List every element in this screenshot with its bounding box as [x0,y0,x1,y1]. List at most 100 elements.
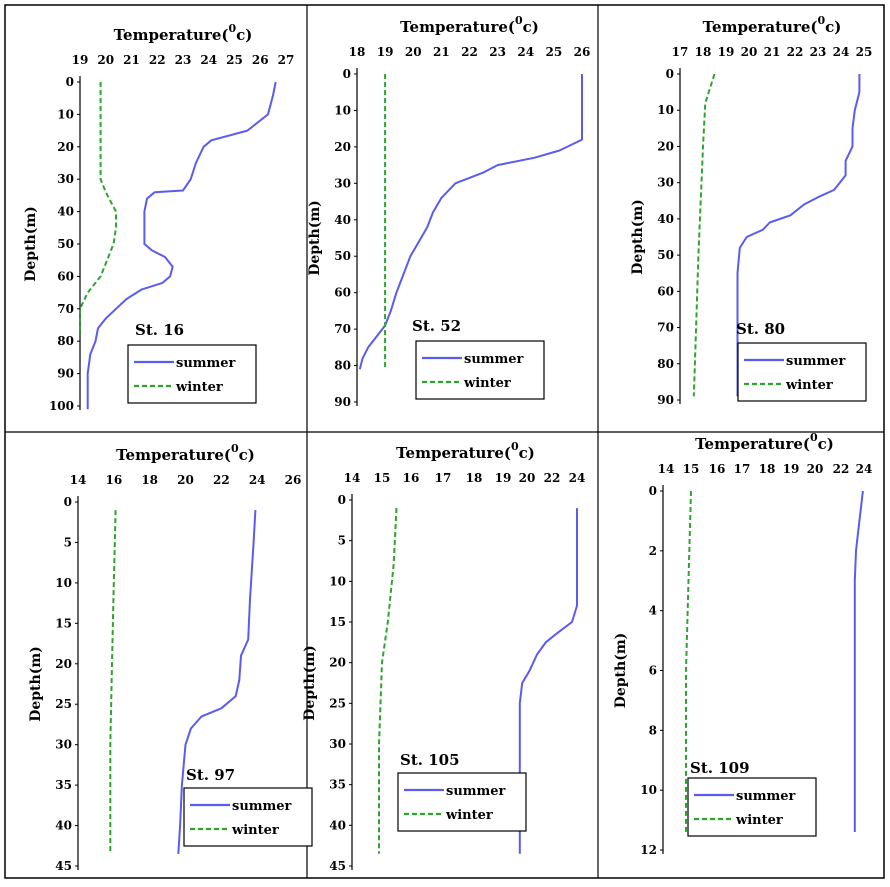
y-tick-label: 45 [55,859,72,873]
x-tick-label: 22 [787,45,804,59]
y-tick-label: 50 [57,237,74,251]
chart-panel-6: Temperature(0c)14 15 16 17 18 19 20 22 240246810… [613,431,872,857]
y-axis-title: Depth(m) [23,206,39,282]
y-tick-label: 20 [57,140,74,154]
x-tick-label: 18 [466,471,483,485]
y-tick-label: 10 [657,103,674,117]
legend-summer-label: summer [736,789,796,804]
chart-panel-3: Temperature(0c)17 18 19 20 21 22 23 24 250102030… [630,14,872,407]
station-label: St. 80 [736,320,785,338]
legend-winter-label: winter [463,376,511,391]
x-axis-title-unit: c) [236,26,252,44]
x-axis-title-unit: c) [519,444,535,462]
y-tick-label: 12 [640,843,657,857]
x-tick-label: 15 [683,462,700,476]
y-tick-label: 20 [657,139,674,153]
x-tick-label: 19 [783,462,800,476]
summer-series-line [358,74,583,370]
x-tick-label: 18 [695,45,712,59]
y-tick-label: 2 [649,544,657,558]
x-axis-title-superscript: 0 [511,440,519,453]
x-axis-title-text: Temperature( [695,435,810,453]
x-tick-label: 21 [764,45,781,59]
y-tick-label: 100 [49,399,74,413]
y-tick-label: 5 [64,535,72,549]
x-tick-label: 22 [149,53,166,67]
y-tick-label: 35 [55,778,72,792]
x-tick-label: 25 [226,53,243,67]
x-axis-title-text: Temperature( [400,18,515,36]
y-tick-label: 20 [329,656,346,670]
legend-box [127,344,257,404]
x-tick-label: 14 [344,471,361,485]
y-tick-label: 80 [334,359,351,373]
figure-frame [4,4,885,879]
station-label: St. 109 [690,759,750,777]
station-label: St. 52 [412,317,461,335]
x-axis-title-text: Temperature( [703,18,818,36]
winter-series-line [79,82,117,335]
x-tick-label: 18 [759,462,776,476]
x-tick-label: 18 [349,45,366,59]
x-tick-label: 14 [658,462,675,476]
y-axis-title: Depth(m) [28,646,44,722]
legend-box [397,772,527,832]
x-axis-title-unit: c) [239,446,255,464]
station-label: St. 97 [186,766,235,784]
x-tick-label: 19 [718,45,735,59]
y-tick-label: 30 [55,738,72,752]
x-axis-title: Temperature(0c) [114,22,253,44]
x-tick-label: 24 [517,45,534,59]
legend-winter-label: winter [175,380,223,395]
x-tick-label: 17 [672,45,689,59]
x-tick-label: 16 [105,473,122,487]
legend-summer-label: summer [232,799,292,814]
y-tick-label: 70 [57,302,74,316]
y-tick-label: 60 [657,284,674,298]
legend-box [183,787,313,847]
y-tick-label: 80 [657,357,674,371]
x-axis-title-superscript: 0 [515,14,523,27]
legend-box [687,777,817,837]
y-axis-title: Depth(m) [302,645,318,721]
x-tick-label: 23 [175,53,192,67]
y-tick-label: 35 [329,778,346,792]
y-tick-label: 40 [657,212,674,226]
x-tick-label: 22 [833,462,850,476]
y-axis-title: Depth(m) [613,633,629,709]
y-tick-label: 10 [329,574,346,588]
y-tick-label: 30 [657,176,674,190]
summer-series-line [86,81,277,410]
x-axis-title-text: Temperature( [396,444,511,462]
x-tick-label: 24 [569,471,586,485]
y-tick-label: 10 [55,576,72,590]
x-tick-label: 24 [249,473,266,487]
y-tick-label: 0 [666,67,674,81]
x-tick-label: 26 [285,473,302,487]
x-tick-label: 20 [177,473,194,487]
x-axis-title: Temperature(0c) [400,14,539,36]
x-tick-label: 19 [72,53,89,67]
x-axis-title-text: Temperature( [116,446,231,464]
x-tick-label: 19 [495,471,512,485]
y-axis-title: Depth(m) [307,200,323,276]
y-tick-label: 4 [649,604,657,618]
y-tick-label: 30 [329,737,346,751]
legend-winter-label: winter [785,378,833,393]
x-tick-label: 16 [403,471,420,485]
x-tick-label: 17 [734,462,751,476]
winter-series-line [692,73,716,397]
y-tick-label: 30 [57,172,74,186]
y-tick-label: 10 [57,107,74,121]
legend-winter-label: winter [735,813,783,828]
x-axis-title: Temperature(0c) [695,431,834,453]
y-tick-label: 50 [334,249,351,263]
x-tick-label: 16 [709,462,726,476]
winter-series-line [378,508,398,854]
x-axis-title-unit: c) [825,18,841,36]
legend-winter-label: winter [445,808,493,823]
x-tick-label: 20 [807,462,824,476]
y-tick-label: 45 [329,859,346,873]
summer-series-line [518,508,578,854]
